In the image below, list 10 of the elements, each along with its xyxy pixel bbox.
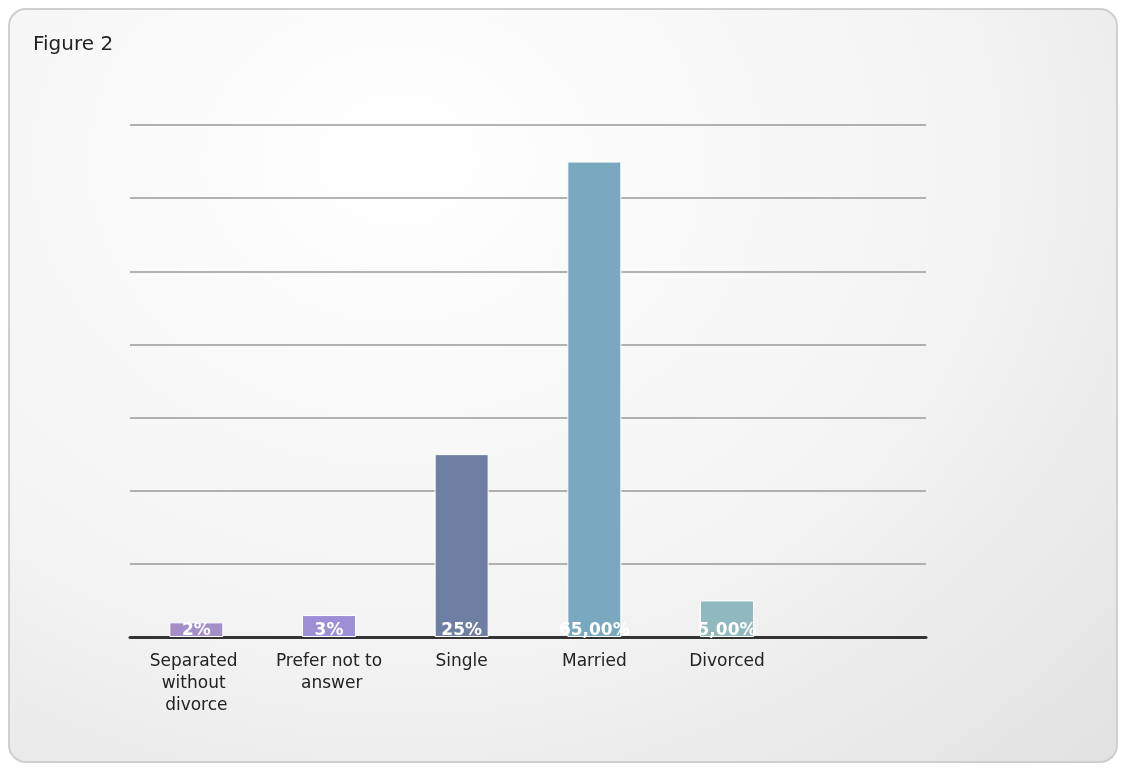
x-tick-label: Prefer not to answer (275, 650, 383, 692)
chart-title: Figure 2 (33, 31, 114, 55)
data-label: 3% (314, 618, 344, 639)
bar (434, 454, 489, 637)
data-label: 25% (441, 618, 483, 639)
x-tick-label: Divorced (689, 650, 765, 670)
data-label: 2% (181, 618, 211, 639)
x-tick-label: Separated without divorce (149, 650, 243, 714)
x-tick-label: Single (435, 650, 488, 670)
x-tick-label: Married (561, 650, 627, 670)
